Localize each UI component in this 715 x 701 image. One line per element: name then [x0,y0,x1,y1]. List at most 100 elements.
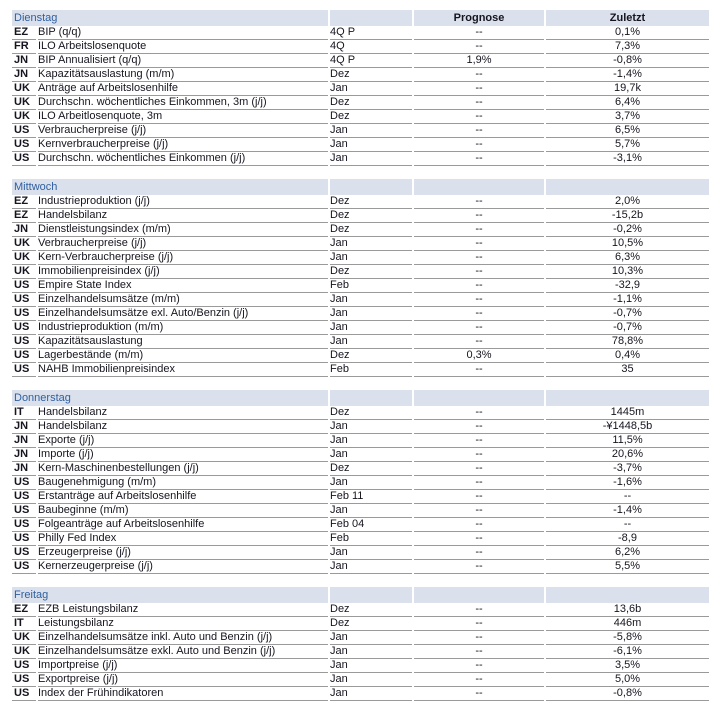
cell-prognose: -- [414,96,545,110]
cell-country-code: US [12,546,36,560]
cell-indicator: Importe (j/j) [38,448,328,462]
section-header-row: Freitag [12,587,709,603]
cell-zuletzt: 2,0% [546,195,709,209]
cell-prognose: -- [414,26,545,40]
cell-prognose: -- [414,209,544,223]
cell-country-code: US [12,349,36,363]
cell-prognose: -- [414,40,545,54]
cell-period: Jan [330,152,413,166]
table-row: US Verbraucherpreise (j/j) Jan -- 6,5% [12,124,710,138]
cell-zuletzt: -¥1448,5b [546,420,709,434]
cell-indicator: Durchschn. wöchentliches Einkommen, 3m (… [38,96,329,110]
cell-period: Jan [330,237,412,251]
section-header-row: Donnerstag [12,390,709,406]
cell-period: Jan [330,631,412,645]
cell-country-code: EZ [12,603,36,617]
table-row: US Folgeanträge auf Arbeitslosenhilfe Feb … [12,518,709,532]
cell-zuletzt: -1,4% [546,68,710,82]
cell-indicator: Handelsbilanz [38,209,328,223]
column-header-prognose [414,587,544,603]
cell-indicator: Einzelhandelsumsätze (m/m) [38,293,328,307]
cell-country-code: IT [12,617,36,631]
cell-indicator: ILO Arbeitslosenquote [38,40,329,54]
cell-prognose: -- [414,617,544,631]
cell-prognose: -- [414,603,544,617]
cell-zuletzt: -1,4% [546,504,709,518]
day-header: Dienstag [12,10,329,26]
table-row: UK Verbraucherpreise (j/j) Jan -- 10,5% [12,237,709,251]
cell-country-code: US [12,335,36,349]
cell-country-code: US [12,363,36,377]
cell-indicator: Empire State Index [38,279,328,293]
cell-prognose: -- [414,462,544,476]
cell-indicator: Erstanträge auf Arbeitslosenhilfe [38,490,328,504]
cell-zuletzt: -3,7% [546,462,709,476]
cell-zuletzt: 10,3% [546,265,709,279]
calendar-section-mittwoch: Mittwoch EZ Industrieproduktion (j/j) Dez --… [10,179,711,377]
cell-prognose: -- [414,434,544,448]
table-row: IT Handelsbilanz Dez -- 1445m [12,406,709,420]
cell-zuletzt: 1445m [546,406,709,420]
cell-period: 4Q P [330,54,413,68]
column-header-prognose [414,179,544,195]
cell-zuletzt: 19,7k [546,82,710,96]
cell-prognose: -- [414,251,544,265]
cell-prognose: -- [414,631,544,645]
cell-zuletzt: 446m [546,617,709,631]
cell-country-code: EZ [12,26,36,40]
cell-indicator: BIP Annualisiert (q/q) [38,54,329,68]
cell-country-code: UK [12,265,36,279]
cell-period: Feb 04 [330,518,412,532]
cell-period: Jan [330,138,413,152]
cell-country-code: EZ [12,209,36,223]
table-row: FR ILO Arbeitslosenquote 4Q -- 7,3% [12,40,710,54]
cell-indicator: Lagerbestände (m/m) [38,349,328,363]
cell-prognose: -- [414,138,545,152]
cell-indicator: Kapazitätsauslastung [38,335,328,349]
cell-zuletzt: -3,1% [546,152,710,166]
cell-prognose: -- [414,490,544,504]
table-row: US Erzeugerpreise (j/j) Jan -- 6,2% [12,546,709,560]
cell-country-code: IT [12,406,36,420]
cell-country-code: EZ [12,195,36,209]
cell-zuletzt: -0,2% [546,223,709,237]
cell-indicator: Kernerzeugerpreise (j/j) [38,560,328,574]
table-row: IT Leistungsbilanz Dez -- 446m [12,617,709,631]
cell-zuletzt: 20,6% [546,448,709,462]
table-row: US Empire State Index Feb -- -32,9 [12,279,709,293]
cell-indicator: Kernverbraucherpreise (j/j) [38,138,329,152]
cell-zuletzt: -32,9 [546,279,709,293]
cell-zuletzt: 0,4% [546,349,709,363]
cell-indicator: Erzeugerpreise (j/j) [38,546,328,560]
cell-zuletzt: 11,5% [546,434,709,448]
cell-prognose: -- [414,110,545,124]
cell-country-code: UK [12,96,36,110]
table-row: UK Einzelhandelsumsätze exkl. Auto und Be… [12,645,709,659]
table-row: US Baugenehmigung (m/m) Jan -- -1,6% [12,476,709,490]
column-header-zuletzt [546,179,709,195]
cell-prognose: -- [414,673,544,687]
cell-prognose: -- [414,560,544,574]
cell-period: Dez [330,603,412,617]
cell-prognose: -- [414,152,545,166]
cell-prognose: -- [414,476,544,490]
cell-indicator: Dienstleistungsindex (m/m) [38,223,328,237]
cell-prognose: -- [414,546,544,560]
cell-prognose: -- [414,279,544,293]
table-row: EZ Handelsbilanz Dez -- -15,2b [12,209,709,223]
cell-zuletzt: 5,0% [546,673,709,687]
cell-zuletzt: -- [546,518,709,532]
cell-indicator: Kapazitätsauslastung (m/m) [38,68,329,82]
cell-zuletzt: 5,5% [546,560,709,574]
table-row: US Einzelhandelsumsätze (m/m) Jan -- -1,1% [12,293,709,307]
column-header-prognose: Prognose [414,10,545,26]
cell-zuletzt: -1,6% [546,476,709,490]
section-header-row: Mittwoch [12,179,709,195]
table-row: US Importpreise (j/j) Jan -- 3,5% [12,659,709,673]
cell-period: Jan [330,420,412,434]
cell-country-code: UK [12,237,36,251]
cell-period: Dez [330,406,412,420]
cell-period: Jan [330,560,412,574]
cell-country-code: US [12,293,36,307]
